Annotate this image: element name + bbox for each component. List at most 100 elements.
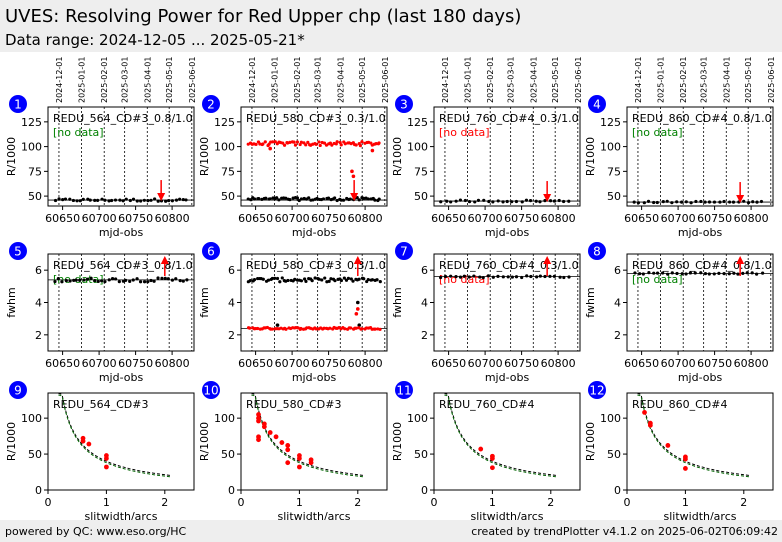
data-point xyxy=(160,276,164,280)
data-point xyxy=(665,443,671,448)
panel-badge xyxy=(588,381,606,399)
marker-arrow xyxy=(157,193,166,202)
data-point xyxy=(496,274,500,278)
data-point xyxy=(307,196,311,200)
panel-5: 5 2 4 6 60650 60700 60750 60800 mjd-obs fwhm REDU_… xyxy=(5,242,195,384)
x-tick-label: 60700 xyxy=(82,357,117,370)
data-point xyxy=(249,198,253,202)
data-point xyxy=(548,274,552,278)
plot-frame xyxy=(626,106,774,207)
data-point xyxy=(124,197,128,201)
data-point xyxy=(520,275,524,280)
plot-frame xyxy=(240,253,388,352)
panel-note: [no data] xyxy=(632,273,683,286)
data-point xyxy=(64,279,68,283)
data-point xyxy=(86,277,90,281)
data-point xyxy=(486,274,490,278)
panel-note: [no data] xyxy=(53,126,104,139)
x-tick-label: 60750 xyxy=(697,212,732,225)
x-tick-label: 1 xyxy=(489,496,496,509)
footer-right: created by trendPlotter v4.1.2 on 2025-0… xyxy=(471,525,778,538)
y-tick-label: 6 xyxy=(228,264,235,277)
data-layer xyxy=(444,393,557,478)
data-point xyxy=(95,198,100,202)
panel-title: REDU_860_CD#4_0.8/1.0 xyxy=(632,112,772,125)
data-point xyxy=(56,276,60,281)
data-point xyxy=(458,198,463,202)
data-point xyxy=(661,199,665,204)
date-tick-label: 2025-01-01 xyxy=(464,57,473,104)
data-point xyxy=(454,275,458,279)
x-tick-label: 60700 xyxy=(275,212,310,225)
date-tick-label: 2025-02-01 xyxy=(100,57,109,104)
data-point xyxy=(248,326,252,330)
data-point xyxy=(665,199,669,203)
data-point xyxy=(117,280,121,284)
data-point xyxy=(703,200,707,204)
x-tick-label: 60800 xyxy=(734,212,769,225)
data-point xyxy=(652,271,656,275)
data-point xyxy=(557,198,561,203)
panel-note: [no data] xyxy=(632,126,683,139)
data-point xyxy=(684,272,688,276)
y-tick-label: 100 xyxy=(600,412,621,425)
marker-arrow xyxy=(543,194,552,203)
y-tick-label: 100 xyxy=(407,141,428,154)
date-tick-label: 2025-06-01 xyxy=(188,57,197,104)
data-point xyxy=(93,278,97,283)
y-tick-label: 75 xyxy=(221,165,235,178)
data-point xyxy=(356,300,360,305)
page-title: UVES: Resolving Power for Red Upper chp … xyxy=(5,6,522,27)
data-point xyxy=(260,197,264,201)
data-point xyxy=(543,199,547,203)
data-point xyxy=(256,412,261,417)
panel-badge-number: 7 xyxy=(400,245,408,259)
data-point xyxy=(641,272,645,276)
plot-frame xyxy=(433,253,581,352)
y-tick-label: 125 xyxy=(600,116,621,129)
panel-note: [no data] xyxy=(53,273,104,286)
x-axis-label: mjd-obs xyxy=(678,371,723,384)
data-point xyxy=(110,198,114,203)
data-point xyxy=(478,446,484,452)
data-point xyxy=(80,438,86,444)
y-tick-label: 2 xyxy=(421,329,428,342)
data-point xyxy=(267,430,273,435)
data-point xyxy=(661,271,665,275)
data-point xyxy=(567,199,571,203)
panel-title: REDU_860_CD#4 xyxy=(632,398,727,411)
panel-badge-number: 12 xyxy=(589,384,604,398)
data-point xyxy=(633,271,637,275)
data-point xyxy=(285,447,291,453)
data-point xyxy=(703,271,708,276)
data-point xyxy=(174,198,179,202)
data-point xyxy=(60,280,64,284)
data-point xyxy=(304,279,308,283)
data-point xyxy=(378,327,382,331)
data-point xyxy=(314,327,318,331)
data-point xyxy=(373,198,377,202)
data-point xyxy=(146,199,150,203)
panel-badge-number: 8 xyxy=(593,245,601,259)
data-point xyxy=(558,275,562,279)
data-point xyxy=(139,199,143,203)
x-axis-label: slitwidth/arcs xyxy=(85,510,158,523)
data-point xyxy=(166,277,170,281)
model-curve-upper xyxy=(251,393,364,476)
data-point xyxy=(741,271,745,275)
x-tick-label: 60650 xyxy=(624,212,659,225)
data-point xyxy=(670,271,674,275)
data-point xyxy=(322,326,326,330)
date-tick-label: 2025-05-01 xyxy=(358,57,367,104)
data-point xyxy=(505,199,509,204)
data-point xyxy=(288,197,292,202)
panel-badge xyxy=(202,95,220,113)
data-point xyxy=(524,198,529,202)
y-tick-label: 100 xyxy=(600,141,621,154)
data-point xyxy=(252,197,257,201)
data-layer xyxy=(53,180,188,203)
data-point xyxy=(438,275,443,280)
x-tick-label: 1 xyxy=(682,496,689,509)
y-tick-label: 0 xyxy=(421,484,428,497)
data-point xyxy=(514,275,519,279)
